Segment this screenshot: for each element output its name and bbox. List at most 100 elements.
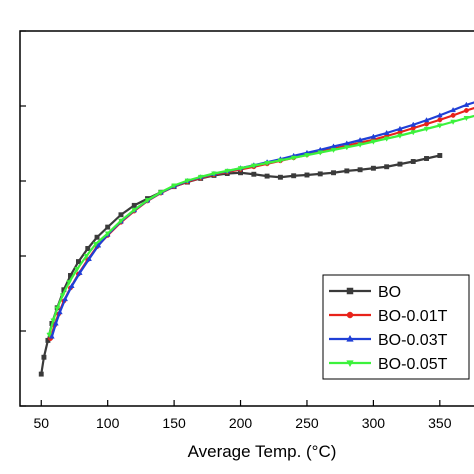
x-tick-label: 100 — [96, 415, 120, 431]
data-point — [463, 108, 469, 113]
data-point — [304, 153, 310, 159]
data-point — [423, 126, 430, 133]
x-tick-label: 150 — [162, 415, 186, 431]
legend-label-bo-003t: BO-0.03T — [378, 332, 448, 349]
data-point — [59, 293, 66, 299]
data-point — [290, 155, 297, 161]
series-layer — [38, 101, 474, 377]
data-point — [76, 259, 81, 265]
data-point — [450, 112, 456, 118]
data-point — [346, 334, 354, 342]
data-point — [41, 354, 47, 360]
data-point — [94, 234, 100, 240]
data-point — [397, 133, 403, 139]
data-point — [410, 159, 416, 164]
data-point — [54, 306, 61, 312]
data-point — [410, 130, 417, 136]
data-point — [86, 255, 92, 262]
data-point — [424, 121, 429, 127]
data-point — [437, 117, 443, 123]
data-point — [68, 282, 75, 289]
data-point — [436, 123, 443, 129]
data-point — [370, 133, 377, 139]
data-point — [344, 168, 350, 174]
data-point — [237, 166, 244, 172]
data-point — [304, 172, 310, 178]
data-point — [370, 165, 376, 171]
data-point — [343, 145, 350, 151]
data-point — [62, 295, 69, 302]
data-point — [330, 147, 337, 154]
data-point — [370, 139, 377, 145]
legend-label-bo-005t: BO-0.05T — [378, 356, 448, 373]
data-point — [85, 246, 91, 251]
data-point — [317, 171, 323, 177]
data-point — [424, 156, 429, 161]
data-point — [224, 168, 231, 175]
legend-items — [329, 287, 371, 368]
data-point — [197, 174, 204, 181]
data-point — [95, 242, 102, 248]
data-point — [397, 125, 403, 131]
data-point — [436, 112, 443, 118]
data-point — [144, 198, 151, 204]
data-point — [131, 207, 138, 214]
data-point — [331, 170, 336, 176]
data-point — [383, 136, 390, 142]
data-point — [437, 153, 443, 158]
data-point — [277, 174, 283, 180]
data-point — [211, 171, 217, 177]
legend: BO BO-0.01T BO-0.03T BO-0.05T — [322, 274, 470, 380]
x-tick-label: 200 — [229, 415, 253, 431]
data-point — [397, 161, 403, 167]
data-point — [118, 212, 124, 218]
data-point — [251, 171, 257, 177]
data-point — [250, 163, 257, 169]
x-tick-label: 350 — [428, 415, 452, 431]
data-point — [463, 101, 470, 107]
data-point — [83, 253, 90, 260]
series-bo-0-05t — [46, 114, 474, 338]
data-point — [118, 218, 124, 224]
data-point — [346, 311, 354, 319]
data-point — [291, 173, 297, 179]
data-point — [317, 150, 324, 156]
data-point — [450, 119, 456, 125]
data-point — [357, 142, 363, 148]
data-point — [38, 371, 44, 377]
data-point — [346, 360, 354, 368]
data-point — [463, 115, 470, 122]
data-point — [383, 129, 390, 136]
x-tick-label: 300 — [362, 415, 386, 431]
data-point — [76, 269, 83, 275]
legend-label-bo: BO — [378, 284, 401, 301]
axis-layer: 50 100 150 200 250 300 350 — [20, 30, 452, 431]
data-point — [423, 117, 430, 123]
data-point — [46, 332, 53, 338]
data-point — [74, 267, 80, 273]
data-point — [357, 167, 363, 173]
data-point — [171, 183, 177, 189]
data-point — [131, 202, 137, 208]
data-point — [410, 121, 417, 127]
data-point — [50, 318, 57, 324]
data-point — [277, 158, 284, 164]
data-point — [53, 320, 59, 326]
data-point — [157, 190, 164, 196]
data-point — [57, 309, 63, 315]
data-point — [346, 287, 354, 295]
data-point — [450, 106, 456, 113]
legend-label-bo-001t: BO-0.01T — [378, 308, 448, 325]
data-point — [264, 173, 270, 179]
data-point — [105, 224, 111, 230]
data-point — [66, 280, 72, 286]
x-axis-label: Average Temp. (°C) — [188, 442, 337, 461]
data-point — [357, 136, 363, 143]
data-point — [49, 333, 55, 339]
data-point — [104, 231, 111, 237]
x-tick-label: 50 — [33, 415, 49, 431]
data-point — [184, 178, 191, 184]
data-point — [384, 164, 390, 170]
data-point — [92, 241, 99, 248]
